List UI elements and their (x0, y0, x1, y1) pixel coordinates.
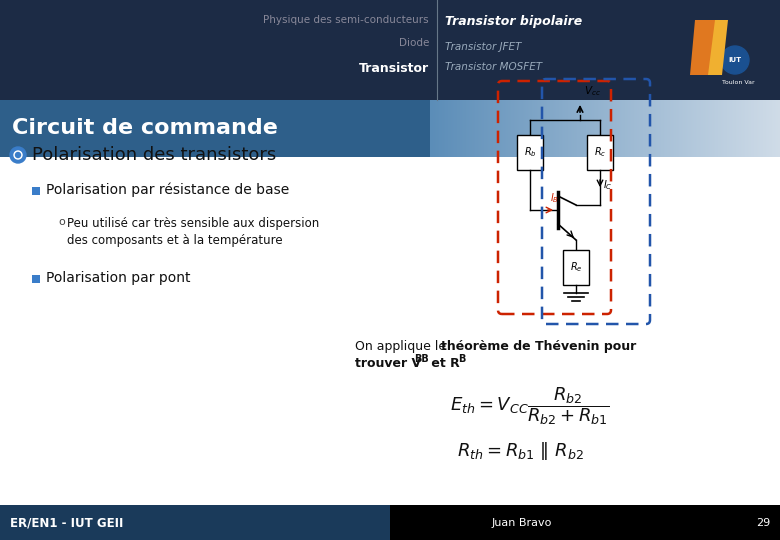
Text: $E_{th} = V_{CC}\dfrac{R_{b2}}{R_{b2} + R_{b1}}$: $E_{th} = V_{CC}\dfrac{R_{b2}}{R_{b2} + … (450, 385, 610, 427)
Text: ER/EN1 - IUT GEII: ER/EN1 - IUT GEII (10, 516, 123, 529)
Text: Diode: Diode (399, 38, 429, 48)
Bar (668, 0, 780, 100)
Text: $V_{cc}$: $V_{cc}$ (584, 84, 601, 98)
Text: $I_C$: $I_C$ (603, 178, 612, 192)
Text: Juan Bravo: Juan Bravo (491, 517, 551, 528)
Polygon shape (708, 20, 728, 75)
Bar (0, 505, 390, 540)
Text: trouver V: trouver V (355, 357, 421, 370)
Text: $R_c$: $R_c$ (594, 146, 606, 159)
Text: On applique le: On applique le (355, 340, 450, 353)
Text: 29: 29 (756, 517, 770, 528)
Bar (517, 135, 543, 170)
Circle shape (16, 152, 20, 158)
Text: Transistor: Transistor (359, 62, 429, 75)
Text: Circuit de commande: Circuit de commande (12, 118, 278, 138)
Text: Physique des semi-conducteurs: Physique des semi-conducteurs (264, 15, 429, 25)
Text: $R_e$: $R_e$ (569, 261, 583, 274)
Text: Transistor JFET: Transistor JFET (445, 42, 521, 52)
Bar (32, 187, 40, 195)
Polygon shape (690, 20, 720, 75)
Bar (32, 275, 40, 283)
Bar (390, 505, 780, 540)
Text: $I_B$: $I_B$ (550, 191, 559, 205)
Bar (563, 250, 589, 285)
Circle shape (10, 147, 26, 163)
Circle shape (721, 46, 749, 74)
Text: $R_{th} = R_{b1}\ \|\ R_{b2}$: $R_{th} = R_{b1}\ \|\ R_{b2}$ (456, 440, 583, 462)
Text: $R_b$: $R_b$ (523, 146, 537, 159)
Text: théorème de Thévenin pour: théorème de Thévenin pour (441, 340, 636, 353)
Bar (0, 0, 780, 100)
Text: Peu utilisé car très sensible aux dispersion
des composants et à la température: Peu utilisé car très sensible aux disper… (67, 217, 319, 247)
Bar (587, 135, 613, 170)
Text: Polarisation par pont: Polarisation par pont (46, 271, 190, 285)
Text: et R: et R (427, 357, 459, 370)
Text: Polarisation par résistance de base: Polarisation par résistance de base (46, 183, 289, 197)
Text: BB: BB (414, 354, 429, 364)
Text: Transistor bipolaire: Transistor bipolaire (445, 15, 582, 28)
Bar (0, 100, 430, 157)
Text: Polarisation des transistors: Polarisation des transistors (32, 146, 276, 164)
Circle shape (14, 151, 22, 159)
Text: Toulon Var: Toulon Var (722, 80, 754, 85)
Text: B: B (458, 354, 466, 364)
Text: Transistor MOSFET: Transistor MOSFET (445, 62, 542, 72)
Text: iUT: iUT (729, 57, 742, 63)
Text: o: o (58, 217, 65, 227)
